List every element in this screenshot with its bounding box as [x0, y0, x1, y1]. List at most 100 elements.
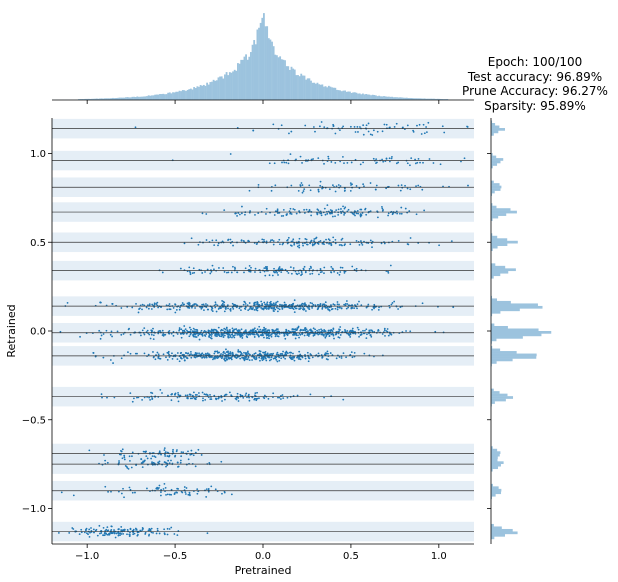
right-histogram-bar: [491, 233, 493, 236]
top-histogram-bar: [413, 98, 416, 100]
scatter-point: [222, 334, 224, 337]
scatter-point: [169, 308, 172, 311]
scatter-point: [85, 527, 88, 530]
scatter-point: [356, 303, 359, 306]
top-histogram-bar: [188, 89, 191, 100]
scatter-point: [330, 244, 333, 247]
scatter-point: [336, 308, 339, 311]
scatter-point: [151, 397, 154, 400]
scatter-point: [302, 329, 304, 332]
scatter-point: [423, 132, 426, 135]
scatter-point: [59, 330, 62, 333]
scatter-point: [409, 330, 412, 333]
scatter-point: [274, 329, 277, 332]
scatter-point: [168, 329, 171, 332]
scatter-point: [237, 400, 240, 402]
top-histogram-bar: [402, 97, 405, 100]
top-histogram-bar: [387, 96, 390, 100]
scatter-point: [387, 214, 390, 217]
scatter-point: [260, 306, 262, 309]
scatter-point: [330, 242, 332, 245]
scatter-point: [183, 242, 186, 245]
right-histogram-bar: [491, 451, 501, 454]
scatter-point: [349, 243, 352, 246]
scatter-point: [205, 356, 208, 359]
right-histogram-bar: [491, 303, 538, 307]
scatter-point: [166, 493, 169, 496]
scatter-point: [210, 270, 213, 273]
scatter-point: [231, 302, 234, 305]
scatter-point: [183, 359, 186, 362]
scatter-point: [290, 356, 292, 359]
scatter-point: [157, 488, 159, 490]
x-tick-label: 0.5: [343, 551, 359, 562]
scatter-point: [133, 532, 136, 535]
scatter-point: [227, 350, 229, 353]
scatter-point: [254, 267, 257, 270]
right-histogram-bar: [491, 356, 537, 359]
scatter-point: [376, 130, 379, 133]
scatter-point: [143, 327, 146, 330]
scatter-point: [399, 212, 401, 215]
scatter-point: [275, 353, 278, 356]
scatter-point: [275, 306, 278, 309]
top-histogram-bar: [214, 80, 217, 100]
scatter-point: [120, 307, 123, 309]
top-histogram-bar: [144, 96, 147, 100]
scatter-point: [282, 350, 284, 353]
scatter-point: [347, 306, 350, 309]
scatter-point: [314, 130, 316, 133]
scatter-point: [202, 397, 204, 400]
scatter-point: [419, 161, 421, 164]
top-histogram-bar: [323, 86, 325, 100]
scatter-point: [372, 129, 375, 132]
scatter-point: [280, 304, 283, 307]
right-histogram-bar: [491, 265, 506, 269]
scatter-point: [317, 352, 320, 355]
scatter-point: [274, 184, 277, 187]
right-histogram-bar: [491, 393, 508, 397]
scatter-point: [305, 208, 308, 211]
scatter-point: [185, 352, 187, 354]
scatter-point: [244, 213, 246, 216]
scatter-point: [246, 358, 249, 361]
scatter-point: [129, 531, 131, 534]
scatter-point: [248, 396, 250, 399]
top-histogram-bar: [86, 98, 88, 100]
top-histogram-bar: [238, 63, 241, 100]
scatter-point: [220, 333, 223, 336]
right-histogram-bar: [491, 205, 497, 209]
scatter-point: [291, 328, 294, 330]
scatter-point: [204, 354, 207, 356]
scatter-point: [140, 458, 143, 461]
top-histogram-bar: [324, 86, 327, 100]
top-histogram-bar: [394, 97, 397, 100]
scatter-point: [310, 214, 313, 217]
top-histogram-bar: [79, 99, 82, 100]
scatter-point: [150, 330, 153, 333]
scatter-point: [162, 488, 165, 490]
top-histogram-bar: [355, 92, 358, 100]
scatter-point: [153, 302, 156, 305]
scatter-point: [370, 335, 373, 338]
scatter-point: [203, 356, 206, 359]
scatter-point: [165, 493, 167, 496]
scatter-point: [247, 309, 250, 312]
scatter-point: [128, 535, 131, 538]
top-histogram-bar: [108, 98, 111, 100]
scatter-point: [406, 124, 409, 127]
scatter-point: [270, 353, 273, 355]
right-histogram-bar: [491, 153, 493, 156]
scatter-point: [260, 334, 263, 336]
scatter-point: [207, 329, 210, 332]
top-histogram-bar: [97, 98, 100, 100]
scatter-point: [237, 349, 240, 351]
scatter-point: [328, 239, 331, 242]
top-histogram-bar: [176, 91, 179, 100]
scatter-point: [244, 329, 247, 331]
scatter-point: [166, 527, 169, 530]
scatter-point: [236, 334, 239, 336]
scatter-point: [326, 358, 329, 361]
top-histogram-bar: [245, 54, 247, 100]
scatter-point: [393, 300, 396, 303]
